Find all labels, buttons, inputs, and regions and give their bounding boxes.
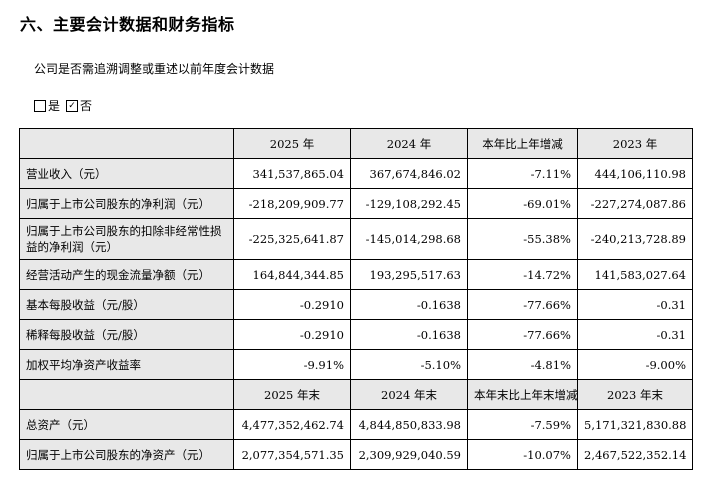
value-cell: -4.81% [467,349,578,380]
value-cell: 164,844,344.85 [233,259,351,290]
checkbox-yes-icon[interactable] [34,99,46,112]
option-yes[interactable]: 是 [34,97,60,114]
row-label: 基本每股收益（元/股） [19,289,234,320]
restatement-options: 是 ✓ 否 [34,97,98,114]
value-cell: 341,537,865.04 [233,158,351,189]
header-blank-cell [19,128,234,159]
value-cell: -9.91% [233,349,351,380]
value-cell: -7.59% [467,409,578,440]
option-no-label: 否 [80,99,93,113]
table-row: 归属于上市公司股东的净资产（元） 2,077,354,571.35 2,309,… [19,439,693,470]
value-cell: -77.66% [467,319,578,350]
value-cell: 4,844,850,833.98 [350,409,468,440]
value-cell: -0.31 [577,319,693,350]
header-cell: 本年末比上年末增减 [467,379,578,410]
header-cell: 2023 年 [577,128,693,159]
value-cell: -0.2910 [233,289,351,320]
value-cell: 5,171,321,830.88 [577,409,693,440]
table-row: 归属于上市公司股东的扣除非经常性损益的净利润（元） -225,325,641.8… [19,218,693,260]
header-cell: 本年比上年增减 [467,128,578,159]
option-yes-label: 是 [48,99,61,113]
value-cell: -7.11% [467,158,578,189]
table-subheader-row: 2025 年末 2024 年末 本年末比上年末增减 2023 年末 [19,379,693,410]
table-row: 加权平均净资产收益率 -9.91% -5.10% -4.81% -9.00% [19,349,693,380]
restatement-question: 公司是否需追溯调整或重述以前年度会计数据 [34,62,275,76]
row-label: 营业收入（元） [19,158,234,189]
value-cell: 2,077,354,571.35 [233,439,351,470]
value-cell: 193,295,517.63 [350,259,468,290]
value-cell: -0.1638 [350,289,468,320]
header-cell: 2023 年末 [577,379,693,410]
option-no[interactable]: ✓ 否 [66,97,92,114]
value-cell: -240,213,728.89 [577,218,693,260]
section-title: 六、主要会计数据和财务指标 [20,15,235,34]
financial-indicators-table: 2025 年 2024 年 本年比上年增减 2023 年 营业收入（元） 341… [19,128,693,470]
row-label: 归属于上市公司股东的净利润（元） [19,188,234,219]
value-cell: -77.66% [467,289,578,320]
value-cell: -55.38% [467,218,578,260]
value-cell: -225,325,641.87 [233,218,351,260]
header-cell: 2024 年 [350,128,468,159]
table-row: 总资产（元） 4,477,352,462.74 4,844,850,833.98… [19,409,693,440]
checkbox-no-checked-icon[interactable]: ✓ [66,99,79,112]
value-cell: 444,106,110.98 [577,158,693,189]
value-cell: -0.1638 [350,319,468,350]
value-cell: 2,309,929,040.59 [350,439,468,470]
table-row: 稀释每股收益（元/股） -0.2910 -0.1638 -77.66% -0.3… [19,319,693,350]
row-label: 加权平均净资产收益率 [19,349,234,380]
row-label: 稀释每股收益（元/股） [19,319,234,350]
value-cell: -145,014,298.68 [350,218,468,260]
header-cell: 2024 年末 [350,379,468,410]
value-cell: -129,108,292.45 [350,188,468,219]
value-cell: 367,674,846.02 [350,158,468,189]
value-cell: -0.31 [577,289,693,320]
value-cell: 141,583,027.64 [577,259,693,290]
value-cell: -218,209,909.77 [233,188,351,219]
value-cell: 2,467,522,352.14 [577,439,693,470]
value-cell: -69.01% [467,188,578,219]
table-row: 经营活动产生的现金流量净额（元） 164,844,344.85 193,295,… [19,259,693,290]
table-header-row: 2025 年 2024 年 本年比上年增减 2023 年 [19,128,693,159]
row-label: 总资产（元） [19,409,234,440]
value-cell: -227,274,087.86 [577,188,693,219]
header-blank-cell [19,379,234,410]
value-cell: 4,477,352,462.74 [233,409,351,440]
value-cell: -0.2910 [233,319,351,350]
header-cell: 2025 年 [233,128,351,159]
value-cell: -5.10% [350,349,468,380]
value-cell: -10.07% [467,439,578,470]
table-row: 营业收入（元） 341,537,865.04 367,674,846.02 -7… [19,158,693,189]
row-label: 归属于上市公司股东的扣除非经常性损益的净利润（元） [19,218,234,260]
header-cell: 2025 年末 [233,379,351,410]
table-row: 基本每股收益（元/股） -0.2910 -0.1638 -77.66% -0.3… [19,289,693,320]
row-label: 经营活动产生的现金流量净额（元） [19,259,234,290]
table-row: 归属于上市公司股东的净利润（元） -218,209,909.77 -129,10… [19,188,693,219]
value-cell: -14.72% [467,259,578,290]
row-label: 归属于上市公司股东的净资产（元） [19,439,234,470]
value-cell: -9.00% [577,349,693,380]
